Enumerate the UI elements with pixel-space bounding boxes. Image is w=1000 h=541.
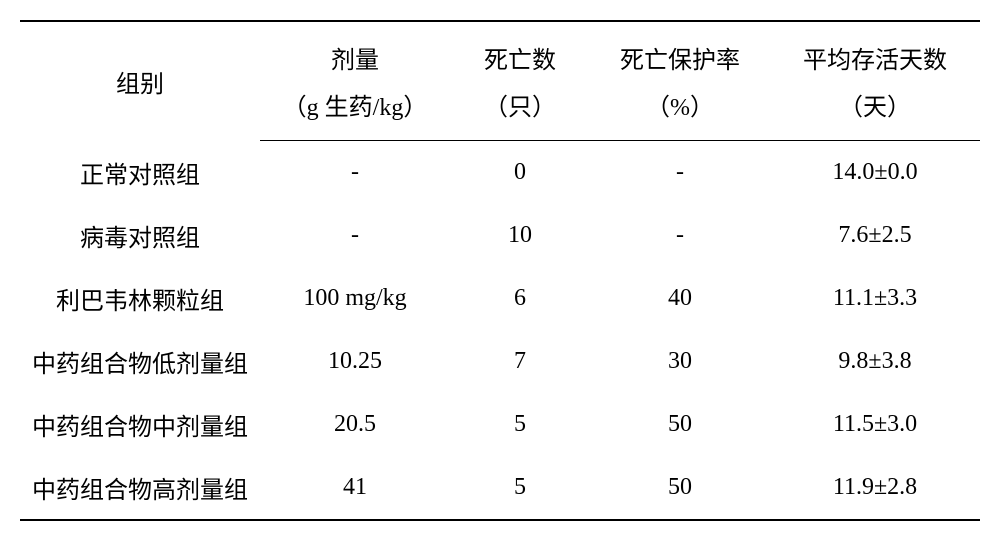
cell-group: 中药组合物中剂量组	[20, 393, 260, 456]
cell-deaths: 10	[450, 204, 590, 267]
col-header-group: 组别	[20, 21, 260, 141]
cell-deaths: 5	[450, 456, 590, 520]
cell-group: 中药组合物低剂量组	[20, 330, 260, 393]
cell-protection: -	[590, 141, 770, 204]
table-row: 正常对照组 - 0 - 14.0±0.0	[20, 141, 980, 204]
cell-deaths: 0	[450, 141, 590, 204]
col-unit-deaths: （只）	[450, 81, 590, 141]
cell-deaths: 5	[450, 393, 590, 456]
cell-survival: 14.0±0.0	[770, 141, 980, 204]
cell-deaths: 6	[450, 267, 590, 330]
table-body: 正常对照组 - 0 - 14.0±0.0 病毒对照组 - 10 - 7.6±2.…	[20, 141, 980, 520]
cell-protection: 40	[590, 267, 770, 330]
cell-dose: 41	[260, 456, 450, 520]
table-row: 中药组合物中剂量组 20.5 5 50 11.5±3.0	[20, 393, 980, 456]
cell-survival: 9.8±3.8	[770, 330, 980, 393]
table-row: 中药组合物低剂量组 10.25 7 30 9.8±3.8	[20, 330, 980, 393]
cell-dose: -	[260, 141, 450, 204]
table-header: 组别 剂量 死亡数 死亡保护率 平均存活天数 （g 生药/kg） （只） （%）…	[20, 21, 980, 141]
cell-group: 正常对照组	[20, 141, 260, 204]
table-row: 病毒对照组 - 10 - 7.6±2.5	[20, 204, 980, 267]
cell-deaths: 7	[450, 330, 590, 393]
cell-protection: 50	[590, 456, 770, 520]
cell-dose: 10.25	[260, 330, 450, 393]
col-header-survival: 平均存活天数	[770, 21, 980, 81]
data-table: 组别 剂量 死亡数 死亡保护率 平均存活天数 （g 生药/kg） （只） （%）…	[20, 20, 980, 521]
col-header-protection: 死亡保护率	[590, 21, 770, 81]
cell-dose: 20.5	[260, 393, 450, 456]
cell-group: 中药组合物高剂量组	[20, 456, 260, 520]
cell-protection: 50	[590, 393, 770, 456]
col-unit-protection: （%）	[590, 81, 770, 141]
cell-group: 病毒对照组	[20, 204, 260, 267]
col-unit-dose: （g 生药/kg）	[260, 81, 450, 141]
table-row: 中药组合物高剂量组 41 5 50 11.9±2.8	[20, 456, 980, 520]
cell-survival: 11.9±2.8	[770, 456, 980, 520]
cell-dose: -	[260, 204, 450, 267]
table-row: 利巴韦林颗粒组 100 mg/kg 6 40 11.1±3.3	[20, 267, 980, 330]
cell-dose: 100 mg/kg	[260, 267, 450, 330]
cell-survival: 7.6±2.5	[770, 204, 980, 267]
cell-survival: 11.1±3.3	[770, 267, 980, 330]
cell-protection: 30	[590, 330, 770, 393]
col-header-deaths: 死亡数	[450, 21, 590, 81]
cell-protection: -	[590, 204, 770, 267]
cell-survival: 11.5±3.0	[770, 393, 980, 456]
col-header-dose: 剂量	[260, 21, 450, 81]
cell-group: 利巴韦林颗粒组	[20, 267, 260, 330]
col-unit-survival: （天）	[770, 81, 980, 141]
